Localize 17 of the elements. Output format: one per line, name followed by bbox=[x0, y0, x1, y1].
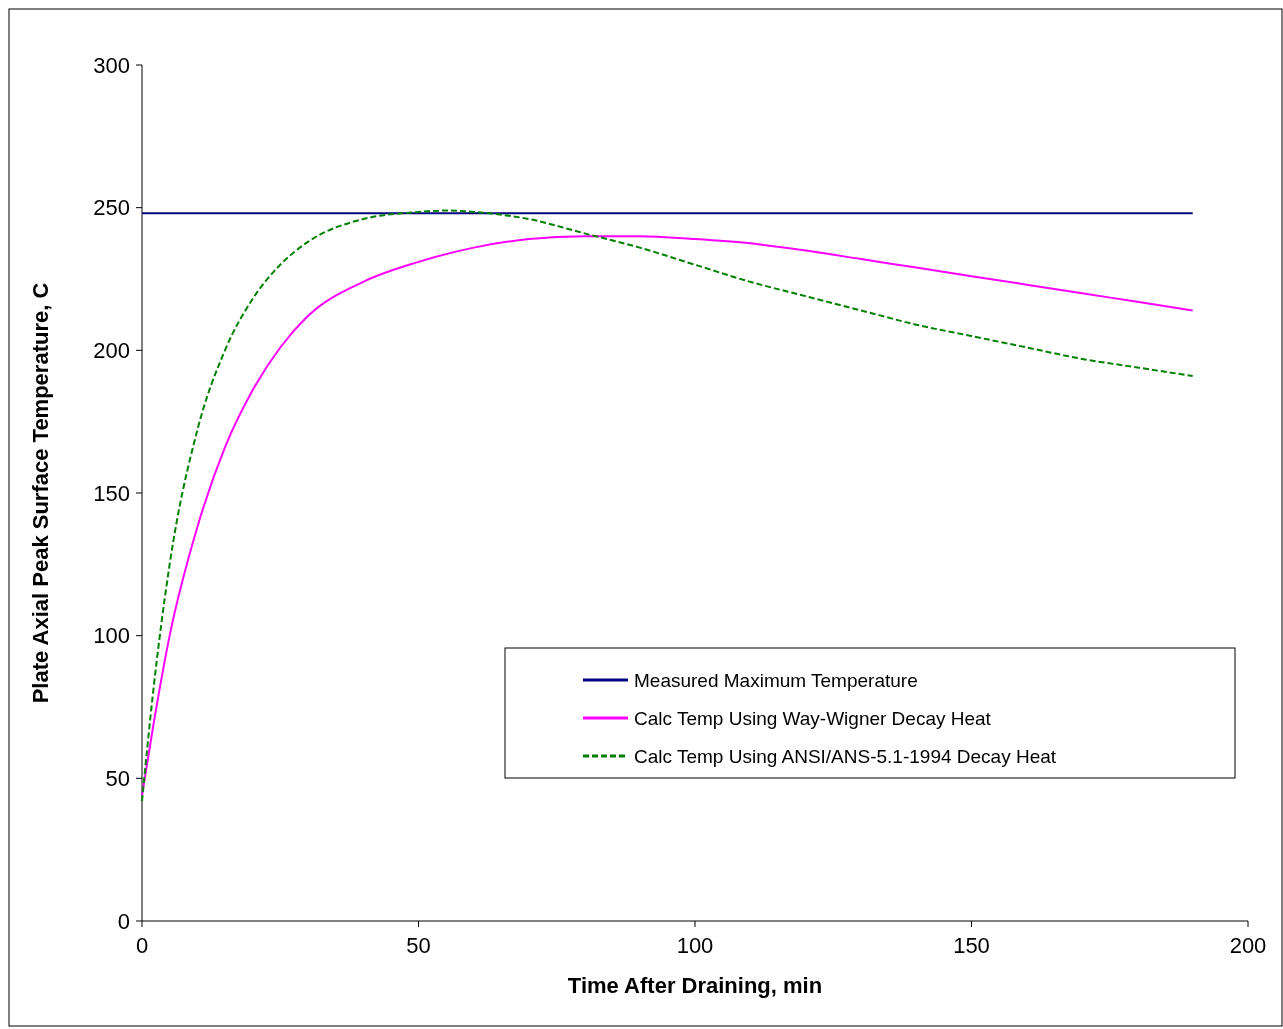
legend-label: Measured Maximum Temperature bbox=[634, 669, 918, 691]
x-axis-title: Time After Draining, min bbox=[567, 973, 823, 998]
x-tick-label: 50 bbox=[406, 933, 431, 958]
x-tick-label: 200 bbox=[1229, 933, 1267, 958]
y-tick-label: 150 bbox=[93, 480, 130, 506]
y-tick-label: 100 bbox=[93, 623, 130, 649]
y-tick-label: 250 bbox=[93, 195, 130, 221]
y-axis-title: Plate Axial Peak Surface Temperature, C bbox=[28, 282, 53, 704]
x-tick-label: 150 bbox=[953, 933, 990, 958]
y-tick-label: 300 bbox=[93, 52, 130, 78]
legend-label: Calc Temp Using ANSI/ANS-5.1-1994 Decay Heat bbox=[634, 745, 1057, 767]
legend-label: Calc Temp Using Way-Wigner Decay Heat bbox=[634, 707, 992, 729]
y-tick-label: 50 bbox=[105, 766, 130, 792]
x-tick-label: 0 bbox=[135, 933, 149, 958]
x-tick-label: 100 bbox=[676, 933, 714, 958]
y-tick-label: 0 bbox=[117, 908, 130, 934]
y-tick-label: 200 bbox=[93, 338, 130, 364]
